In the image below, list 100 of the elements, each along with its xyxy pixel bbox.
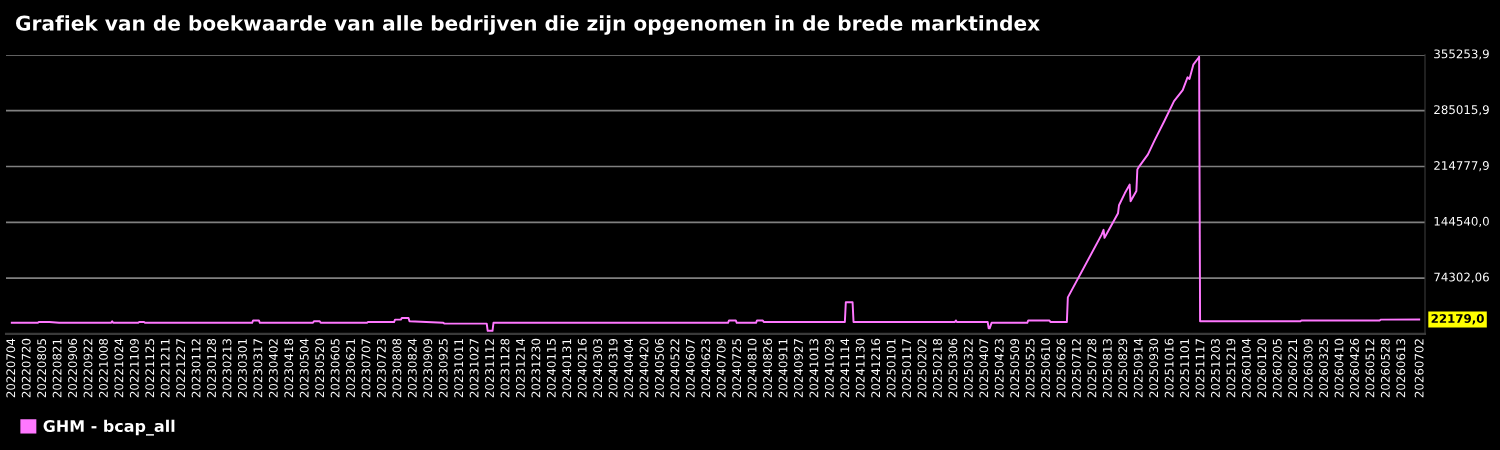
x-tick-label: 20240927 [793, 339, 803, 398]
y-tick-label: 144540,0 [1434, 216, 1489, 227]
x-tick-label: 20230213 [222, 339, 232, 398]
x-tick-label: 20250101 [886, 339, 896, 398]
x-tick-label: 20260205 [1272, 339, 1282, 398]
x-tick-label: 20251117 [1195, 339, 1205, 398]
x-tick-label: 20260702 [1414, 339, 1424, 398]
x-tick-label: 20230808 [392, 338, 402, 398]
x-tick-label: 20241013 [809, 339, 819, 398]
x-tick-label: 20250117 [902, 339, 912, 398]
x-tick-label: 20221227 [176, 339, 186, 398]
x-tick-label: 20230909 [423, 338, 433, 398]
x-tick-label: 20220922 [83, 339, 93, 398]
x-tick-label: 20230112 [191, 339, 201, 398]
x-tick-label: 20260613 [1396, 339, 1406, 398]
x-tick-label: 20250509 [1010, 338, 1020, 398]
x-tick-label: 20230418 [284, 338, 294, 398]
x-tick-label: 20250930 [1149, 338, 1159, 398]
x-tick-label: 20220704 [6, 338, 16, 398]
x-tick-label: 20230824 [407, 338, 417, 398]
x-tick-label: 20240810 [747, 338, 757, 398]
legend-label: GHM - bcap_all [43, 419, 175, 436]
x-tick-label: 20220720 [21, 338, 31, 398]
x-tick-label: 20250626 [1056, 338, 1066, 398]
x-tick-label: 20221109 [129, 338, 139, 398]
x-tick-label: 20260309 [1303, 338, 1313, 398]
x-tick-label: 20230925 [438, 339, 448, 398]
x-tick-label: 20230402 [268, 339, 278, 398]
x-tick-label: 20240115 [546, 339, 556, 398]
y-tick-label: 74302,06 [1434, 272, 1489, 283]
x-tick-label: 20220821 [52, 339, 62, 398]
x-tick-label: 20230707 [361, 339, 371, 398]
x-tick-label: 20250813 [1102, 339, 1112, 398]
x-tick-label: 20240522 [670, 339, 680, 398]
x-tick-label: 20230317 [253, 339, 263, 398]
x-tick-label: 20260104 [1241, 338, 1251, 398]
x-tick-label: 20260221 [1288, 339, 1298, 398]
x-tick-label: 20250525 [1025, 339, 1035, 398]
x-tick-label: 20240725 [732, 339, 742, 398]
y-tick-label: 355253,9 [1434, 49, 1489, 60]
x-tick-label: 20250306 [948, 338, 958, 398]
x-tick-label: 20240319 [608, 338, 618, 398]
x-tick-label: 20260426 [1349, 338, 1359, 398]
x-tick-label: 20241130 [855, 338, 865, 398]
x-tick-label: 20230605 [330, 339, 340, 398]
x-tick-label: 20260325 [1319, 339, 1329, 398]
x-tick-label: 20240404 [624, 338, 634, 398]
x-tick-label: 20221125 [145, 339, 155, 398]
x-tick-label: 20250728 [1087, 338, 1097, 398]
x-tick-label: 20231112 [485, 339, 495, 398]
x-tick-label: 20250712 [1071, 339, 1081, 398]
x-tick-label: 20230128 [207, 338, 216, 398]
x-tick-label: 20250322 [963, 339, 973, 398]
x-tick-label: 20240911 [778, 339, 788, 398]
x-tick-label: 20230621 [346, 339, 356, 398]
x-tick-label: 20220906 [68, 338, 77, 398]
x-tick-label: 20221211 [160, 339, 170, 398]
x-tick-label: 20240303 [593, 339, 603, 398]
x-tick-label: 20221024 [114, 338, 124, 398]
x-tick-label: 20241216 [871, 338, 881, 398]
x-tick-label: 20240709 [716, 338, 726, 398]
x-tick-label: 20231214 [515, 338, 525, 398]
x-tick-label: 20251101 [1180, 339, 1190, 398]
annotation: 22179,0 [1431, 314, 1484, 325]
x-tick-label: 20260528 [1380, 338, 1390, 398]
x-tick-label: 20231128 [500, 338, 510, 398]
x-tick-label: 20240131 [562, 339, 572, 398]
x-tick-label: 20260410 [1334, 338, 1344, 398]
x-tick-label: 20230301 [237, 339, 247, 398]
x-tick-label: 20251203 [1210, 339, 1220, 398]
x-tick-label: 20240216 [577, 338, 587, 398]
x-tick-label: 20230504 [299, 338, 309, 398]
x-tick-label: 20231027 [469, 339, 479, 398]
x-tick-label: 20230520 [315, 338, 325, 398]
chart-title: Grafiek van de boekwaarde van alle bedrijven die zijn opgenomen in de brede marktindex [16, 15, 1040, 35]
x-tick-label: 20250218 [932, 338, 942, 398]
x-tick-label: 20251219 [1226, 338, 1236, 398]
x-tick-label: 20250423 [994, 339, 1004, 398]
x-tick-label: 20250202 [917, 339, 927, 398]
x-tick-label: 20220805 [37, 339, 47, 398]
x-tick-label: 20231011 [454, 339, 464, 398]
x-tick-label: 20231230 [531, 338, 541, 398]
x-tick-label: 20241114 [840, 338, 850, 398]
y-tick-label: 214777,9 [1434, 161, 1489, 172]
x-tick-label: 20250407 [979, 339, 989, 398]
x-tick-label: 20260120 [1257, 338, 1267, 398]
x-tick-label: 20251016 [1164, 338, 1174, 398]
y-tick-label: 285015,9 [1434, 105, 1489, 116]
x-tick-label: 20240420 [639, 338, 649, 398]
x-tick-label: 20241029 [824, 338, 834, 398]
x-tick-label: 20240826 [763, 338, 773, 398]
line-series [10, 55, 1421, 332]
x-tick-label: 20240623 [701, 339, 711, 398]
x-tick-label: 20230723 [376, 339, 386, 398]
x-tick-label: 20250829 [1118, 338, 1128, 398]
x-tick-label: 20250914 [1133, 338, 1143, 398]
x-tick-label: 20240607 [685, 339, 695, 398]
x-tick-label: 20221008 [98, 338, 108, 398]
x-tick-label: 20260512 [1365, 339, 1375, 398]
x-tick-label: 20240506 [654, 338, 664, 398]
